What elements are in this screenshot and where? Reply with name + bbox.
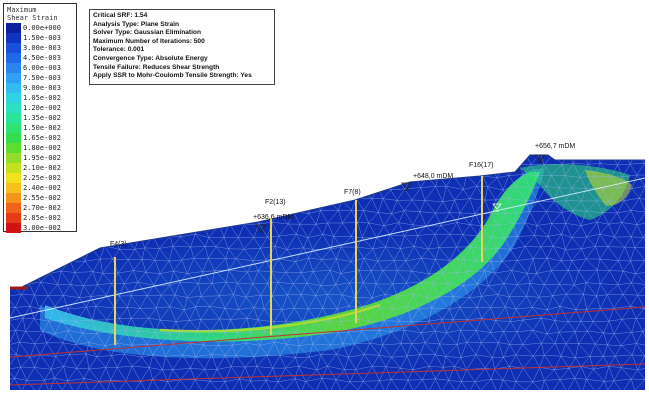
water-level-icon bbox=[255, 224, 267, 233]
legend-swatch bbox=[6, 163, 21, 173]
info-tensile-failure: Tensile Failure: Reduces Shear Strength bbox=[93, 63, 220, 71]
legend-swatch bbox=[6, 143, 21, 153]
info-analysis-type: Analysis Type: Plane Strain bbox=[93, 20, 179, 28]
legend-row: 2.40e-002 bbox=[4, 183, 78, 193]
legend-title-line: Maximum bbox=[7, 6, 37, 14]
borehole-label-f16: F16(17) bbox=[469, 162, 494, 169]
water-level-label: +656,7 mDM bbox=[535, 143, 575, 150]
legend-row: 1.05e-002 bbox=[4, 93, 78, 103]
info-tolerance: Tolerance: 0.001 bbox=[93, 46, 145, 54]
legend-label: 1.80e-002 bbox=[23, 144, 61, 152]
legend-label: 2.70e-002 bbox=[23, 204, 61, 212]
ground-surface bbox=[9, 154, 645, 291]
legend-swatch bbox=[6, 203, 21, 213]
legend-label: 2.40e-002 bbox=[23, 184, 61, 192]
legend-row: 4.50e-003 bbox=[4, 53, 78, 63]
water-level-markers bbox=[255, 154, 546, 233]
legend-row: 1.50e-002 bbox=[4, 123, 78, 133]
legend-label: 0.00e+000 bbox=[23, 24, 61, 32]
material-boundary-lower bbox=[10, 363, 645, 386]
boreholes bbox=[114, 176, 483, 345]
legend-label: 1.50e-002 bbox=[23, 124, 61, 132]
legend-label: 2.10e-002 bbox=[23, 164, 61, 172]
water-level-label: +648,0 mDM bbox=[413, 173, 453, 180]
legend-swatch bbox=[6, 33, 21, 43]
legend-row: 6.00e-003 bbox=[4, 63, 78, 73]
legend-row: 7.50e-003 bbox=[4, 73, 78, 83]
legend-label: 1.95e-002 bbox=[23, 154, 61, 162]
legend-label: 1.05e-002 bbox=[23, 94, 61, 102]
legend-label: 2.85e-002 bbox=[23, 214, 61, 222]
slope-body bbox=[10, 155, 645, 390]
legend-label: 6.00e-003 bbox=[23, 64, 61, 72]
legend-row: 3.00e-002 bbox=[4, 223, 78, 233]
legend-row: 1.20e-002 bbox=[4, 103, 78, 113]
info-critical-srf: Critical SRF: 1.54 bbox=[93, 12, 148, 19]
borehole-label-f2: F2(13) bbox=[265, 199, 286, 206]
info-max-iterations: Maximum Number of Iterations: 500 bbox=[93, 37, 205, 45]
legend-label: 3.00e-002 bbox=[23, 224, 61, 232]
legend-swatch bbox=[6, 103, 21, 113]
legend-row: 2.55e-002 bbox=[4, 193, 78, 203]
legend-swatch bbox=[6, 123, 21, 133]
legend-swatch bbox=[6, 63, 21, 73]
shear-band bbox=[45, 172, 540, 342]
info-apply-ssr: Apply SSR to Mohr-Coulomb Tensile Streng… bbox=[93, 72, 252, 80]
borehole-label-f4: F4(3) bbox=[110, 241, 127, 248]
legend-swatch bbox=[6, 173, 21, 183]
legend-label: 3.00e-003 bbox=[23, 44, 61, 52]
legend-title-line: Shear Strain bbox=[7, 14, 58, 22]
legend-label: 1.20e-002 bbox=[23, 104, 61, 112]
legend-swatch bbox=[6, 93, 21, 103]
legend-row: 1.50e-003 bbox=[4, 33, 78, 43]
info-solver-type: Solver Type: Gaussian Elimination bbox=[93, 29, 201, 37]
legend-row: 1.80e-002 bbox=[4, 143, 78, 153]
legend-label: 2.25e-002 bbox=[23, 174, 61, 182]
water-level-icon bbox=[492, 203, 502, 212]
legend-swatch bbox=[6, 43, 21, 53]
legend-swatch bbox=[6, 53, 21, 63]
legend-label: 9.00e-003 bbox=[23, 84, 61, 92]
legend-swatch bbox=[6, 193, 21, 203]
water-level-icon bbox=[401, 182, 413, 191]
legend-row: 2.70e-002 bbox=[4, 203, 78, 213]
legend-label: 1.35e-002 bbox=[23, 114, 61, 122]
legend-swatch bbox=[6, 133, 21, 143]
legend-label: 1.65e-002 bbox=[23, 134, 61, 142]
legend-row: 1.95e-002 bbox=[4, 153, 78, 163]
legend-swatch bbox=[6, 153, 21, 163]
borehole-label-f7: F7(8) bbox=[344, 189, 361, 196]
legend-row: 0.00e+000 bbox=[4, 23, 78, 33]
strain-legend: Maximum Shear Strain 0.00e+000 1.50e-003 3… bbox=[3, 3, 78, 233]
legend-swatch bbox=[6, 183, 21, 193]
info-convergence-type: Convergence Type: Absolute Energy bbox=[93, 54, 208, 62]
analysis-info-box: Critical SRF: 1.54 Analysis Type: Plane … bbox=[89, 9, 275, 85]
legend-label: 4.50e-003 bbox=[23, 54, 61, 62]
legend-row: 2.10e-002 bbox=[4, 163, 78, 173]
legend-label: 7.50e-003 bbox=[23, 74, 61, 82]
legend-label: 2.55e-002 bbox=[23, 194, 61, 202]
legend-row: 2.85e-002 bbox=[4, 213, 78, 223]
legend-row: 2.25e-002 bbox=[4, 173, 78, 183]
legend-row: 9.00e-003 bbox=[4, 83, 78, 93]
legend-title: Maximum Shear Strain bbox=[4, 4, 76, 22]
legend-row: 1.35e-002 bbox=[4, 113, 78, 123]
legend-swatch bbox=[6, 73, 21, 83]
legend-label: 1.50e-003 bbox=[23, 34, 61, 42]
legend-swatch bbox=[6, 113, 21, 123]
legend-swatch bbox=[6, 23, 21, 33]
shear-halo bbox=[40, 168, 545, 359]
legend-row: 1.65e-002 bbox=[4, 133, 78, 143]
water-level-label: +636,6 mDM bbox=[253, 214, 293, 221]
legend-swatch bbox=[6, 213, 21, 223]
water-level-icon bbox=[534, 154, 546, 163]
legend-swatch bbox=[6, 83, 21, 93]
legend-row: 3.00e-003 bbox=[4, 43, 78, 53]
material-boundary-upper bbox=[10, 306, 645, 358]
legend-swatch bbox=[6, 223, 21, 233]
